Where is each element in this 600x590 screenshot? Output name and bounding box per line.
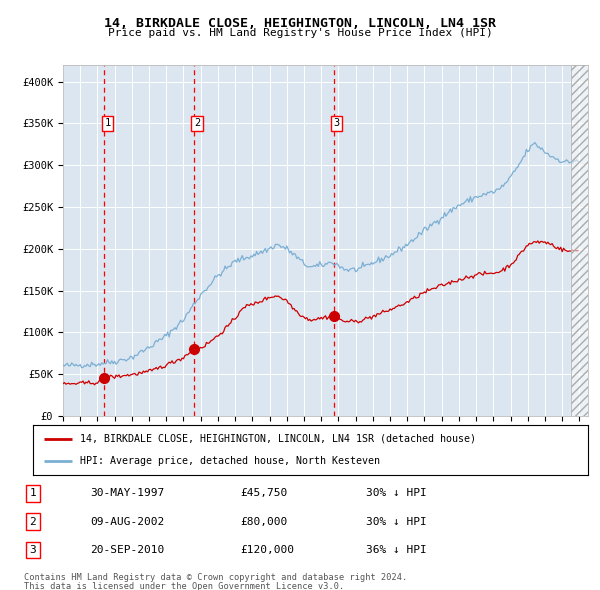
Text: This data is licensed under the Open Government Licence v3.0.: This data is licensed under the Open Gov… — [24, 582, 344, 590]
Text: 30-MAY-1997: 30-MAY-1997 — [90, 489, 164, 499]
Text: Contains HM Land Registry data © Crown copyright and database right 2024.: Contains HM Land Registry data © Crown c… — [24, 573, 407, 582]
Text: 14, BIRKDALE CLOSE, HEIGHINGTON, LINCOLN, LN4 1SR (detached house): 14, BIRKDALE CLOSE, HEIGHINGTON, LINCOLN… — [80, 434, 476, 444]
Text: 2: 2 — [29, 517, 37, 527]
Text: 09-AUG-2002: 09-AUG-2002 — [90, 517, 164, 527]
Text: 30% ↓ HPI: 30% ↓ HPI — [366, 489, 427, 499]
Text: £80,000: £80,000 — [240, 517, 287, 527]
Text: HPI: Average price, detached house, North Kesteven: HPI: Average price, detached house, Nort… — [80, 456, 380, 466]
Text: £45,750: £45,750 — [240, 489, 287, 499]
Bar — [571, 65, 588, 416]
Text: 30% ↓ HPI: 30% ↓ HPI — [366, 517, 427, 527]
Text: 36% ↓ HPI: 36% ↓ HPI — [366, 545, 427, 555]
Text: 2: 2 — [194, 119, 200, 129]
Text: 20-SEP-2010: 20-SEP-2010 — [90, 545, 164, 555]
Text: Price paid vs. HM Land Registry's House Price Index (HPI): Price paid vs. HM Land Registry's House … — [107, 28, 493, 38]
Text: 3: 3 — [334, 119, 340, 129]
Text: 3: 3 — [29, 545, 37, 555]
Bar — [571, 65, 588, 416]
Text: £120,000: £120,000 — [240, 545, 294, 555]
Text: 1: 1 — [29, 489, 37, 499]
Text: 14, BIRKDALE CLOSE, HEIGHINGTON, LINCOLN, LN4 1SR: 14, BIRKDALE CLOSE, HEIGHINGTON, LINCOLN… — [104, 17, 496, 30]
Text: 1: 1 — [104, 119, 111, 129]
